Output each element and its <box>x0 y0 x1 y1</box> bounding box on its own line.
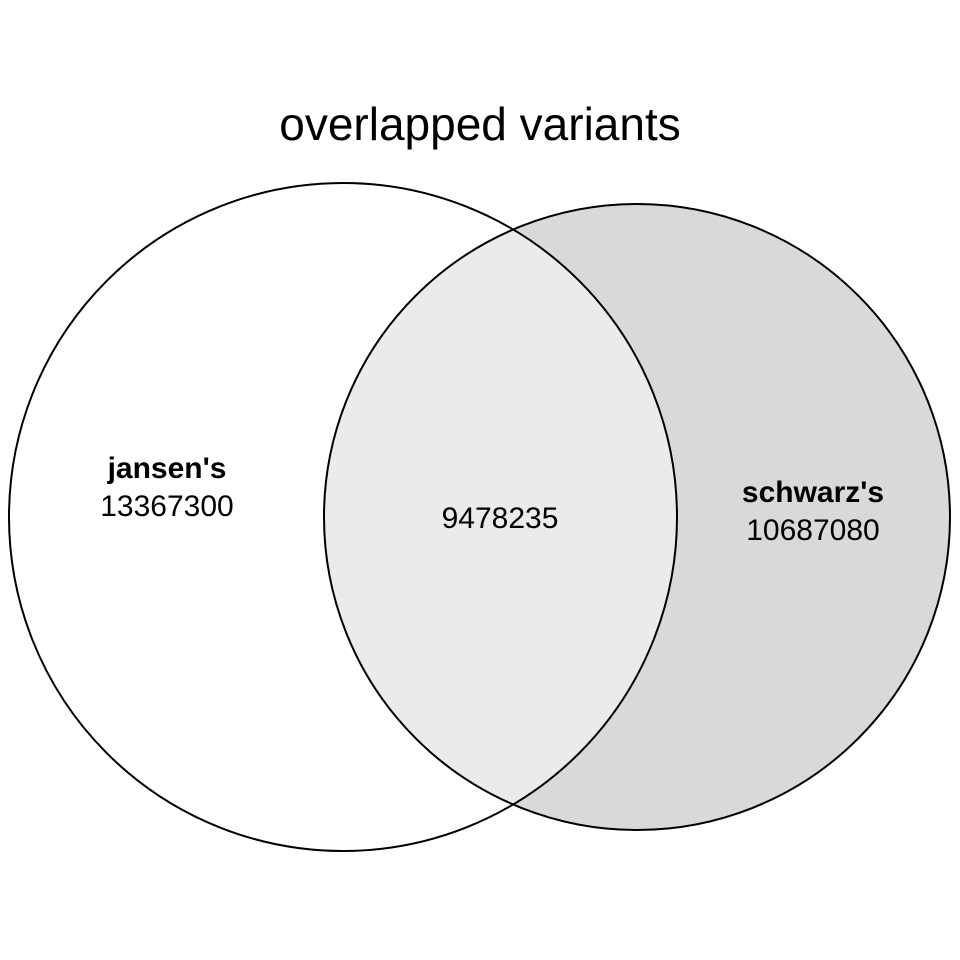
set-a-only-count: 13367300 <box>100 490 233 523</box>
set-a-outline <box>8 182 678 852</box>
intersection-count: 9478235 <box>442 502 559 535</box>
set-b-name: schwarz's <box>742 476 884 509</box>
set-b-only-count: 10687080 <box>746 514 879 547</box>
diagram-title: overlapped variants <box>279 98 680 150</box>
set-b-outline <box>323 203 951 831</box>
set-a-name: jansen's <box>107 452 227 485</box>
intersection-region <box>324 204 677 830</box>
